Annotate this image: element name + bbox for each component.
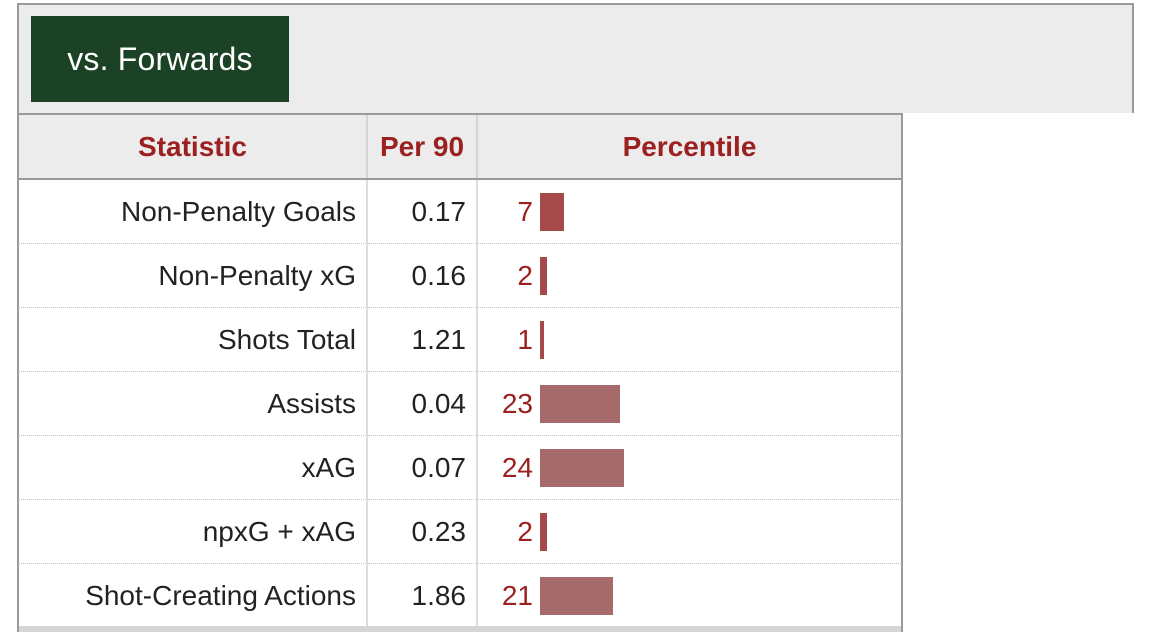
per90-value: 0.16: [366, 243, 477, 308]
per90-value: 0.04: [366, 371, 477, 436]
table-row: Assists 0.04 23: [19, 371, 901, 436]
table-header-row: Statistic Per 90 Percentile: [19, 113, 901, 180]
stat-name: Non-Penalty xG: [19, 243, 367, 308]
table-row: npxG + xAG 0.23 2: [19, 499, 901, 564]
table-row: Non-Penalty xG 0.16 2: [19, 243, 901, 308]
percentile-cell: 7: [476, 179, 901, 244]
percentile-cell: 1: [476, 307, 901, 372]
percentile-bar: [540, 192, 564, 231]
percentile-bar: [540, 320, 544, 359]
table-row: Non-Penalty Goals 0.17 7: [19, 179, 901, 244]
stat-name: Shot-Creating Actions: [19, 563, 367, 628]
per90-value: 1.86: [366, 563, 477, 628]
percentile-value: 7: [517, 195, 533, 227]
stat-name: Assists: [19, 371, 367, 436]
tab-vs-forwards[interactable]: vs. Forwards: [31, 16, 289, 102]
percentile-cell: 2: [476, 499, 901, 564]
per90-value: 0.17: [366, 179, 477, 244]
stats-table-container: Statistic Per 90 Percentile Non-Penalty …: [17, 113, 903, 632]
percentile-bar: [540, 448, 624, 487]
table-row: Shots Total 1.21 1: [19, 307, 901, 372]
percentile-value: 2: [517, 515, 533, 547]
percentile-value: 2: [517, 259, 533, 291]
percentile-value: 24: [501, 451, 533, 483]
percentile-bar: [540, 256, 547, 295]
stat-name: Shots Total: [19, 307, 367, 372]
percentile-value: 21: [501, 579, 533, 611]
per90-value: 1.21: [366, 307, 477, 372]
percentile-value: 23: [501, 387, 533, 419]
percentile-bar: [540, 384, 620, 423]
stats-table: Statistic Per 90 Percentile Non-Penalty …: [19, 113, 901, 628]
header-percentile[interactable]: Percentile: [476, 113, 901, 180]
header-statistic[interactable]: Statistic: [19, 113, 367, 180]
table-row: Shot-Creating Actions 1.86 21: [19, 563, 901, 628]
table-row: xAG 0.07 24: [19, 435, 901, 500]
percentile-cell: 21: [476, 563, 901, 628]
percentile-cell: 23: [476, 371, 901, 436]
percentile-cell: 2: [476, 243, 901, 308]
percentile-value: 1: [517, 323, 533, 355]
per90-value: 0.23: [366, 499, 477, 564]
percentile-bar: [540, 576, 613, 615]
stat-name: Non-Penalty Goals: [19, 179, 367, 244]
stat-name: xAG: [19, 435, 367, 500]
stat-name: npxG + xAG: [19, 499, 367, 564]
header-per90[interactable]: Per 90: [366, 113, 477, 180]
percentile-bar: [540, 512, 547, 551]
percentile-cell: 24: [476, 435, 901, 500]
table-footer-band: [19, 626, 901, 632]
per90-value: 0.07: [366, 435, 477, 500]
